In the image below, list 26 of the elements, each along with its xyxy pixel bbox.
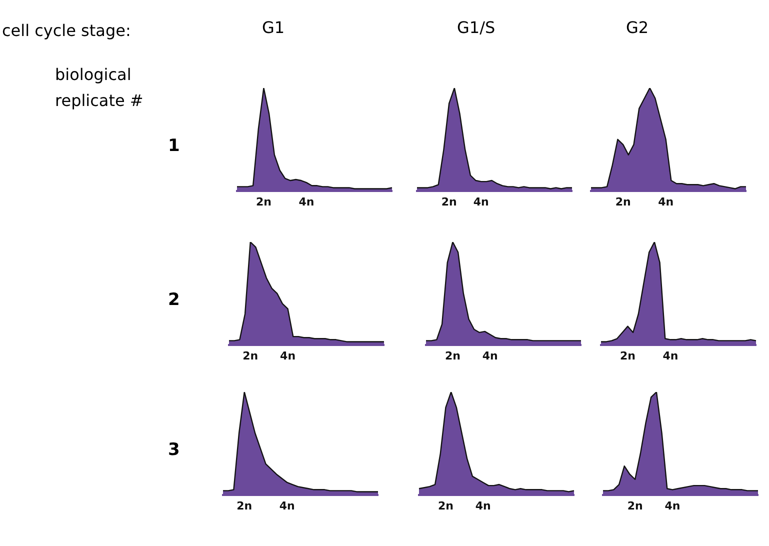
x-tick-label: 2n <box>236 499 252 512</box>
y-axis-title: 2 <box>168 290 180 310</box>
x-tick-label: 4n <box>280 349 296 362</box>
x-tick-label: 2n <box>627 499 643 512</box>
y-axis-title: 1 <box>168 136 180 156</box>
x-tick-label: 2n <box>444 349 460 362</box>
x-tick-label: 4n <box>658 195 674 208</box>
x-tick-label: 4n <box>475 499 491 512</box>
x-tick-label: 2n <box>438 499 454 512</box>
x-tick-label: 4n <box>473 195 489 208</box>
x-tick-label: 4n <box>279 499 295 512</box>
x-tick-label: 2n <box>441 195 457 208</box>
chart-title: G1/S <box>457 18 496 37</box>
x-tick-label: 4n <box>298 195 314 208</box>
x-tick-label: 2n <box>620 349 636 362</box>
text: cell cycle stage: <box>2 20 132 42</box>
x-tick-label: 2n <box>256 195 272 208</box>
x-tick-label: 4n <box>662 349 678 362</box>
x-tick-label: 4n <box>482 349 498 362</box>
x-tick-label: 2n <box>615 195 631 208</box>
chart-title: G1 <box>262 18 285 37</box>
text: biological replicate # <box>55 64 144 112</box>
y-axis-title: 3 <box>168 440 180 460</box>
chart-title: G2 <box>626 18 649 37</box>
x-tick-label: 2n <box>242 349 258 362</box>
x-tick-label: 4n <box>664 499 680 512</box>
